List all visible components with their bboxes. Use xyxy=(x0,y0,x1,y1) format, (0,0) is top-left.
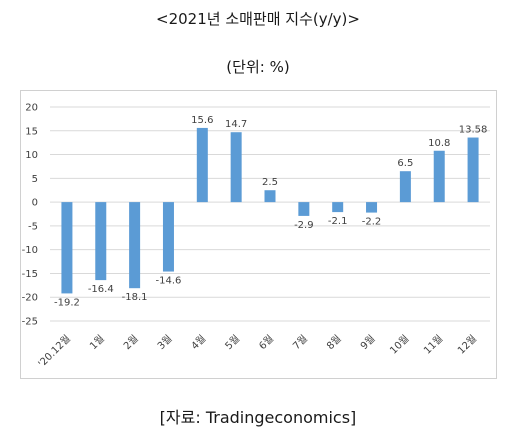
bar-chart: 20 15 10 5 0 -5 -10 -15 -20 -25 -19.2 '20.12월 -16.4 1… xyxy=(22,103,490,370)
x-tick-label: 3월 xyxy=(155,333,174,352)
bar xyxy=(298,202,310,216)
y-tick-label: -10 xyxy=(22,245,38,256)
unit-label: (단위: %) xyxy=(226,58,290,76)
bar xyxy=(467,137,479,203)
data-label: -16.4 xyxy=(88,284,114,295)
x-tick-label: 7월 xyxy=(290,333,309,352)
bar xyxy=(332,202,344,213)
bar xyxy=(433,150,445,203)
bar xyxy=(95,202,107,281)
x-tick-label: 2월 xyxy=(121,333,140,352)
chart-title: <2021년 소매판매 지수(y/y)> xyxy=(156,10,360,28)
x-tick-label: 5월 xyxy=(223,333,242,352)
bar xyxy=(230,132,242,203)
data-label: 13.58 xyxy=(459,125,488,136)
data-label: 14.7 xyxy=(225,119,247,130)
x-tick-label: 12월 xyxy=(455,333,479,357)
data-label: -18.1 xyxy=(122,292,148,303)
bar xyxy=(264,190,276,203)
bar xyxy=(196,127,208,203)
data-label: -2.9 xyxy=(294,220,314,231)
y-tick-label: -20 xyxy=(22,293,38,304)
x-tick-label: 11월 xyxy=(421,333,445,357)
y-tick-label: 15 xyxy=(25,126,38,137)
source-label: [자료: Tradingeconomics] xyxy=(159,408,357,427)
x-tick-label: 9월 xyxy=(358,333,377,352)
data-label: -19.2 xyxy=(54,297,80,308)
x-tick-label: 4월 xyxy=(189,333,208,352)
x-tick-label: 8월 xyxy=(324,333,343,352)
data-label: 10.8 xyxy=(428,138,450,149)
bar xyxy=(129,202,141,289)
bar xyxy=(366,202,378,213)
y-tick-label: 10 xyxy=(25,150,38,161)
bar xyxy=(61,202,73,294)
bar xyxy=(162,202,174,272)
bar xyxy=(399,171,411,203)
data-label: -2.2 xyxy=(362,217,382,228)
x-tick-label: 6월 xyxy=(257,333,276,352)
y-tick-label: 20 xyxy=(25,103,38,114)
data-label: 15.6 xyxy=(191,115,213,126)
y-tick-label: -25 xyxy=(22,317,38,328)
y-tick-label: -5 xyxy=(28,221,38,232)
y-tick-label: -15 xyxy=(22,269,38,280)
data-label: -14.6 xyxy=(156,276,182,287)
x-tick-label: 1월 xyxy=(87,333,106,352)
data-label: 6.5 xyxy=(397,158,413,169)
x-tick-label: '20.12월 xyxy=(36,333,73,370)
data-label: 2.5 xyxy=(262,177,278,188)
x-tick-label: 10월 xyxy=(388,333,412,357)
y-tick-label: 0 xyxy=(32,198,38,209)
chart-frame xyxy=(20,90,497,379)
data-label: -2.1 xyxy=(328,216,348,227)
y-tick-label: 5 xyxy=(32,174,38,185)
